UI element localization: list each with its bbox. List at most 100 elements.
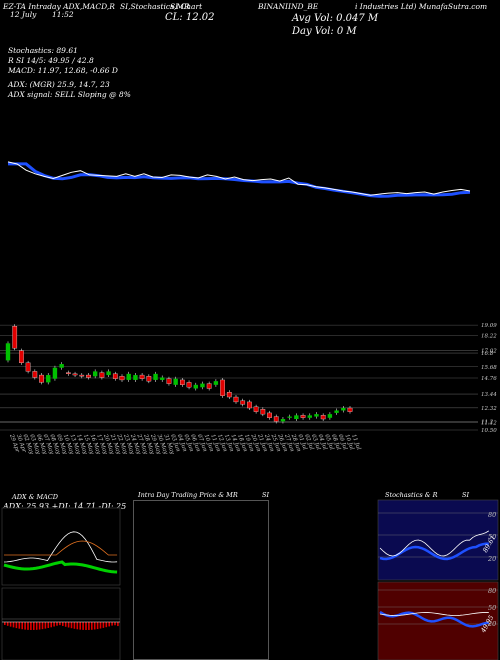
- header-indicators: SI,Stochastics,MR: [120, 2, 190, 11]
- macd-histogram-bar: [9, 622, 12, 627]
- candle: [307, 415, 312, 418]
- macd-histogram-bar: [15, 622, 18, 629]
- candle: [206, 383, 212, 389]
- candle: [180, 379, 185, 385]
- price-tick-label: 16.8: [481, 351, 494, 357]
- date-tick-label: 11 Jul: [350, 434, 361, 452]
- stoch-title: Stochastics & R: [385, 491, 438, 499]
- rsi-chart: [377, 581, 499, 660]
- candle: [153, 373, 158, 380]
- date-tick-label: 13 Jun: [223, 434, 235, 453]
- date-tick-label: 18 Jun: [236, 434, 248, 453]
- macd-histogram-bar: [105, 622, 108, 628]
- candle: [300, 415, 306, 418]
- candle: [287, 416, 292, 418]
- header-title: EZ-TA Intraday ADX,MACD,R: [3, 2, 115, 11]
- candle: [294, 415, 299, 420]
- adx-panel-title: ADX & MACD: [12, 493, 58, 501]
- price-tick-label: 13.44: [481, 392, 497, 398]
- candle: [240, 400, 246, 405]
- macd-histogram-bar: [18, 622, 21, 629]
- candle: [72, 373, 78, 376]
- candle: [247, 401, 252, 409]
- candle: [133, 375, 138, 380]
- price-tick-label: 18.22: [481, 334, 497, 340]
- day-volume: Day Vol: 0 M: [292, 26, 357, 37]
- date-tick-label: 06 Jun: [189, 434, 201, 453]
- candle: [32, 371, 38, 378]
- date-tick-label: 10 Jul: [343, 434, 354, 452]
- candle: [126, 373, 131, 380]
- macd-histogram-bar: [99, 622, 102, 629]
- date-tick-label: 12 Jun: [216, 434, 228, 453]
- candle: [253, 406, 259, 412]
- avg-volume: Avg Vol: 0.047 M: [292, 13, 379, 24]
- candle: [327, 414, 333, 418]
- candle: [12, 326, 18, 349]
- date-tick-label: 01 Jul: [296, 434, 307, 452]
- candle: [314, 414, 319, 417]
- candle: [233, 396, 239, 403]
- date-tick-label: 02 Jul: [303, 434, 314, 452]
- candle: [92, 371, 98, 377]
- date-tick-label: 05 Jun: [182, 434, 194, 453]
- candle: [25, 362, 31, 372]
- macd-histogram-bar: [85, 622, 87, 630]
- price-tick-label: 11.12: [481, 420, 497, 426]
- macd-histogram-bar: [35, 622, 38, 630]
- macd-histogram-bar: [47, 622, 50, 628]
- price-tick-label: 11.2: [481, 419, 494, 425]
- stoch-scale-20: 20: [488, 555, 497, 563]
- candle: [39, 374, 44, 383]
- rsi-scale-80: 80: [488, 587, 497, 595]
- date-tick-label: 03 Jul: [310, 434, 321, 452]
- intraday-title: Intra Day Trading Price & MR: [138, 491, 238, 499]
- adx-macd-panel: ADX & MACD: [2, 493, 120, 660]
- macd-histogram-bar: [4, 622, 6, 625]
- stochastics-chart: [377, 499, 499, 581]
- header-company: i Industries Ltd) MunafaSutra.com: [355, 2, 488, 11]
- candle: [193, 384, 198, 389]
- adx-chart: [1, 507, 121, 586]
- header-chart: SI Chart: [170, 2, 203, 11]
- macd-histogram-bar: [24, 622, 26, 630]
- macd-histogram-bar: [62, 622, 64, 626]
- date-tick-label: 08 Jul: [330, 434, 341, 452]
- intraday-title-si: SI: [262, 491, 270, 499]
- stoch-k-line: [379, 530, 490, 557]
- rsi-scale-20: 20: [488, 620, 497, 628]
- candle: [267, 412, 272, 418]
- candle: [59, 364, 64, 368]
- macd-histogram-bar: [6, 622, 9, 626]
- macd-readout: MACD: 11.97, 12.68, -0.66 D: [8, 66, 118, 75]
- rsi-readout: R SI 14/5: 49.95 / 42.8: [8, 56, 94, 65]
- macd-histogram-bar: [38, 622, 41, 630]
- date-tick-label: 14 Jun: [229, 434, 241, 453]
- macd-histogram-bar: [70, 622, 73, 629]
- moving-average-lines: [7, 161, 471, 198]
- macd-histogram-bar: [50, 622, 52, 628]
- price-tick-label: 17.02: [481, 348, 497, 354]
- macd-histogram-bar: [41, 622, 44, 630]
- candle: [119, 376, 125, 381]
- macd-histogram-bar: [93, 622, 96, 630]
- header-time: 11:52: [52, 10, 74, 19]
- close-price: CL: 12.02: [165, 12, 215, 23]
- adx-readout: ADX: (MGR) 25.9, 14.7, 23: [8, 80, 110, 89]
- date-tick-label: 10 Jun: [203, 434, 215, 453]
- plus-di-line: [3, 531, 118, 563]
- date-tick-label: 04 Jul: [317, 434, 328, 452]
- adx-frame: [1, 507, 121, 586]
- stoch-scale-80: 80: [488, 511, 497, 519]
- candle: [86, 374, 91, 378]
- macd-histogram-bar: [44, 622, 47, 629]
- candle: [112, 373, 118, 379]
- macd-histogram-bar: [102, 622, 105, 628]
- macd-histogram-bar: [91, 622, 93, 630]
- date-tick-label: 11 Jun: [209, 434, 221, 453]
- macd-histogram-bar: [79, 622, 81, 630]
- candle: [79, 374, 85, 377]
